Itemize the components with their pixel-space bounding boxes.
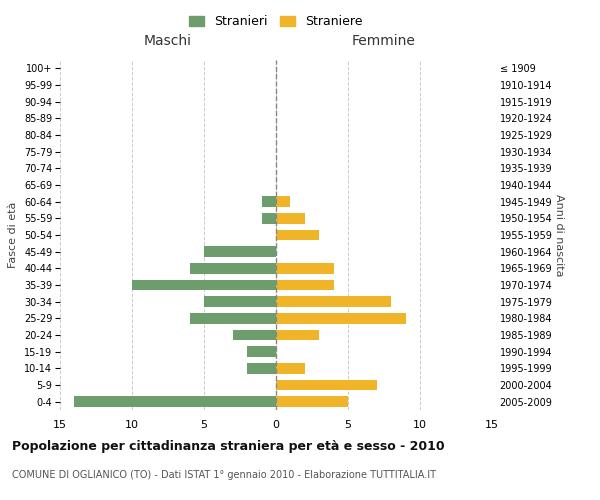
Bar (262, 196, 276, 207)
Text: COMUNE DI OGLIANICO (TO) - Dati ISTAT 1° gennaio 2010 - Elaborazione TUTTITALIA.: COMUNE DI OGLIANICO (TO) - Dati ISTAT 1°… (12, 470, 436, 480)
Bar (276, 196, 290, 207)
Bar (276, 280, 334, 290)
Bar (132, 280, 276, 290)
Bar (276, 313, 406, 324)
Bar (204, 296, 276, 307)
Bar (276, 213, 305, 224)
Bar (276, 380, 377, 390)
Bar (276, 230, 319, 240)
Text: Popolazione per cittadinanza straniera per età e sesso - 2010: Popolazione per cittadinanza straniera p… (12, 440, 445, 453)
Bar (74, 396, 276, 407)
Y-axis label: Fasce di età: Fasce di età (8, 202, 19, 268)
Text: Maschi: Maschi (144, 34, 192, 48)
Bar (190, 313, 276, 324)
Bar (262, 213, 276, 224)
Text: Femmine: Femmine (352, 34, 416, 48)
Bar (247, 346, 276, 357)
Legend: Stranieri, Straniere: Stranieri, Straniere (184, 10, 368, 34)
Bar (276, 263, 334, 274)
Bar (190, 263, 276, 274)
Bar (276, 363, 305, 374)
Bar (276, 296, 391, 307)
Bar (233, 330, 276, 340)
Bar (276, 330, 319, 340)
Y-axis label: Anni di nascita: Anni di nascita (554, 194, 563, 276)
Bar (247, 363, 276, 374)
Bar (204, 246, 276, 257)
Bar (276, 396, 348, 407)
